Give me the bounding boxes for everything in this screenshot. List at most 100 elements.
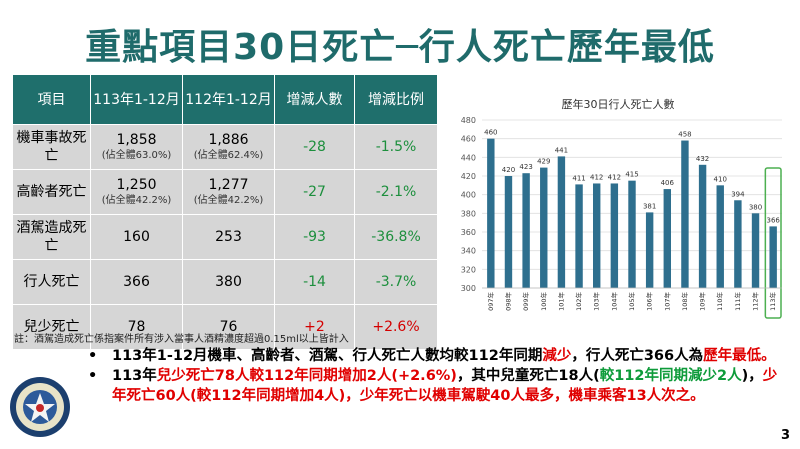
value-113: 1,858 (佔全體63.0%) (90, 124, 183, 170)
x-tick-label: 100年 (539, 292, 548, 311)
bullet-2-text-e: )， (741, 368, 763, 384)
bar (557, 156, 566, 288)
bullet-1: • 113年1-12月機車、高齡者、酒駕、行人死亡人數均較112年同期減少，行人… (88, 346, 788, 366)
y-tick-label: 440 (461, 153, 476, 162)
ratio-value: -1.5% (354, 124, 438, 170)
x-tick-label: 097年 (486, 292, 495, 311)
x-tick-label: 103年 (592, 292, 601, 311)
bullet-1-text-a: 113年1-12月機車、高齡者、酒駕、行人死亡人數均較112年同期 (112, 348, 543, 364)
x-tick-label: 109年 (698, 292, 707, 311)
bar (540, 167, 548, 288)
bar (575, 184, 583, 288)
value-113: 160 (90, 214, 183, 260)
row-label: 高齡者死亡 (12, 169, 91, 215)
data-label: 380 (749, 203, 762, 211)
value-112: 1,277 (佔全體42.2%) (182, 169, 275, 215)
summary-bullets: • 113年1-12月機車、高齡者、酒駕、行人死亡人數均較112年同期減少，行人… (88, 346, 788, 406)
data-label: 460 (484, 129, 497, 137)
value-112: 380 (182, 259, 275, 305)
table-row: 兒少死亡 78 76 +2 +2.6% (12, 304, 438, 350)
x-tick-label: 098年 (503, 292, 512, 311)
x-tick-label: 099年 (521, 292, 530, 311)
bullet-2-text-g: ，少年死亡以機車駕駛40人最多，機車乘客13人次之。 (345, 388, 705, 404)
bar (610, 183, 619, 288)
table-footnote: 註：酒駕造成死亡係指案件所有涉入當事人酒精濃度超過0.15ml以上皆計入 (14, 334, 349, 345)
bullet-2-text-c: ，其中兒童死亡18人( (456, 368, 600, 384)
ratio-value: -36.8% (354, 214, 438, 260)
bar (504, 176, 513, 288)
x-tick-label: 106年 (645, 292, 654, 311)
header-item: 項目 (12, 74, 91, 125)
highlight-box (764, 167, 782, 319)
x-tick-label: 107年 (662, 292, 671, 311)
y-tick-label: 300 (461, 284, 476, 293)
y-tick-label: 460 (461, 135, 476, 144)
value-112: 76 (182, 304, 275, 350)
data-label: 458 (678, 131, 691, 139)
bar (663, 189, 671, 288)
x-tick-label: 112年 (751, 292, 760, 311)
bar (645, 212, 654, 288)
bar (769, 226, 777, 288)
data-label: 366 (766, 216, 780, 224)
data-label: 381 (643, 202, 656, 210)
x-tick-label: 104年 (609, 292, 618, 311)
bar (734, 200, 742, 288)
data-label: 406 (661, 179, 675, 187)
data-label: 411 (572, 174, 585, 182)
x-tick-label: 105年 (627, 292, 636, 311)
bullet-dot-icon: • (88, 348, 98, 364)
data-label: 423 (519, 163, 532, 171)
x-tick-label: 111年 (733, 292, 742, 311)
data-label: 412 (590, 173, 603, 181)
data-label: 412 (608, 173, 621, 181)
row-label: 兒少死亡 (12, 304, 91, 350)
table-row: 行人死亡 366 380 -14 -3.7% (12, 259, 438, 305)
row-label: 行人死亡 (12, 259, 91, 305)
bar (522, 173, 530, 288)
bullet-2-text-f: 少年死亡60人(較112年同期增加4人) (112, 368, 778, 404)
police-emblem-logo (10, 377, 70, 437)
page-number: 3 (780, 428, 790, 443)
y-tick-label: 320 (461, 265, 476, 274)
value-113: 1,250 (佔全體42.2%) (90, 169, 183, 215)
bullet-1-text-c: ，行人死亡366人為 (571, 348, 704, 364)
diff-value: -28 (274, 124, 355, 170)
data-label: 420 (502, 166, 515, 174)
bullet-2-text-b: 兒少死亡78人較112年同期增加2人(+2.6%) (156, 368, 457, 384)
data-label: 432 (696, 155, 709, 163)
bullet-2: • 113年兒少死亡78人較112年同期增加2人(+2.6%)，其中兒童死亡18… (88, 366, 788, 406)
diff-value: -14 (274, 259, 355, 305)
ratio-value: +2.6% (354, 304, 438, 350)
header-ratio: 增減比例 (354, 74, 438, 125)
diff-value: -27 (274, 169, 355, 215)
header-diff: 增減人數 (274, 74, 355, 125)
data-label: 429 (537, 158, 550, 166)
x-tick-label: 110年 (715, 292, 724, 311)
row-label: 機車事故死亡 (12, 124, 91, 170)
bar (751, 213, 760, 288)
table-row: 機車事故死亡 1,858 (佔全體63.0%) 1,886 (佔全體62.4%) -28-… (12, 124, 438, 170)
x-tick-label: 113年 (768, 292, 777, 311)
pedestrian-deaths-bar-chart: 300 320 340 360 380 400 420 440 460 480 460 097年 420… (461, 116, 782, 319)
y-tick-label: 360 (461, 228, 476, 237)
data-label: 441 (555, 146, 568, 154)
table-header-row: 項目 113年1-12月 112年1-12月 增減人數 增減比例 (12, 74, 438, 125)
bullet-2-text-a: 113年 (112, 368, 157, 384)
bullet-1-text-d: 歷年最低。 (703, 348, 776, 364)
bar (681, 140, 689, 288)
value-112: 253 (182, 214, 275, 260)
bar (487, 138, 495, 288)
chart-title: 歷年30日行人死亡人數 (561, 98, 675, 111)
bar (593, 183, 601, 288)
data-label: 415 (625, 171, 638, 179)
y-tick-label: 480 (461, 116, 476, 125)
bar (628, 180, 636, 288)
x-tick-label: 101年 (556, 292, 565, 311)
stats-table: 項目 113年1-12月 112年1-12月 增減人數 增減比例 機車事故死亡 1… (12, 74, 438, 350)
bar (716, 185, 724, 288)
y-tick-label: 340 (461, 247, 476, 256)
x-tick-label: 102年 (574, 292, 583, 311)
value-112: 1,886 (佔全體62.4%) (182, 124, 275, 170)
ratio-value: -2.1% (354, 169, 438, 215)
